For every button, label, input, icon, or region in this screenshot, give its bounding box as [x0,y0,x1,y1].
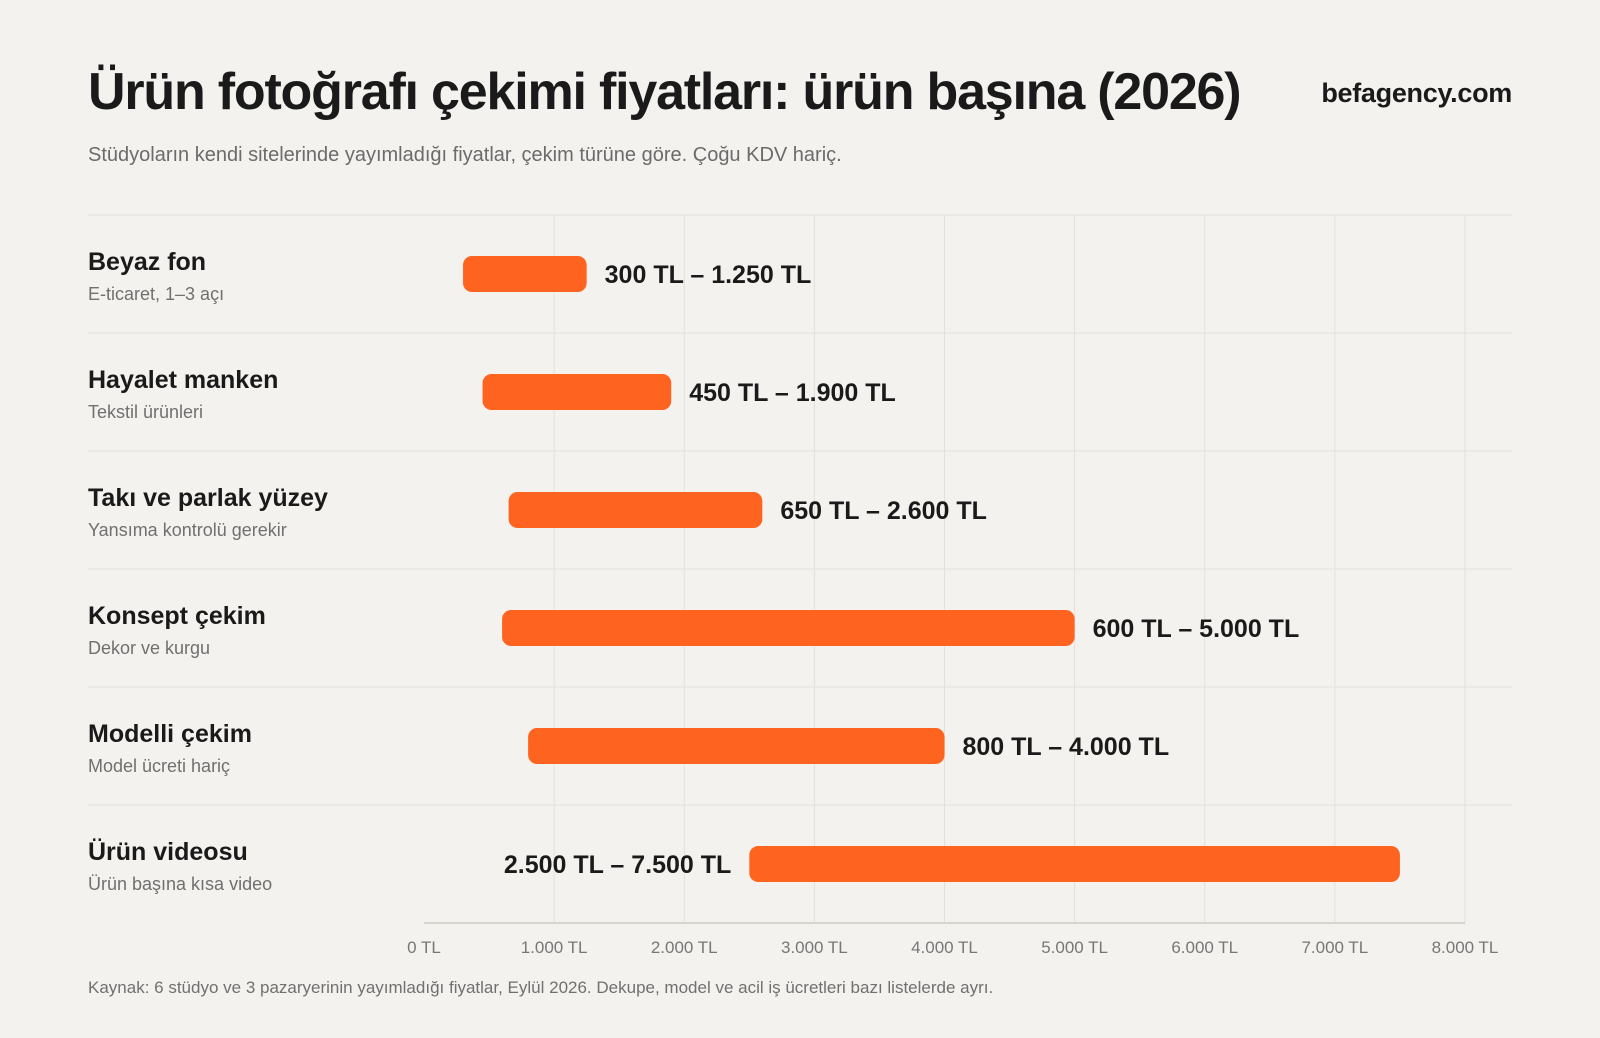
brand-logo-text[interactable]: befagency.com [1321,78,1512,108]
range-label-0: 300 TL – 1.250 TL [605,261,812,289]
range-bar-3 [502,610,1075,646]
x-tick-label-8: 8.000 TL [1432,938,1499,957]
range-bar-1 [482,374,672,410]
chart-subtitle: Stüdyoların kendi sitelerinde yayımladığ… [88,144,842,166]
x-tick-label-1: 1.000 TL [521,938,588,957]
range-label-2: 650 TL – 2.600 TL [780,497,987,525]
range-bar-4 [528,728,945,764]
category-name-4: Modelli çekim [88,720,252,748]
category-desc-3: Dekor ve kurgu [88,638,210,658]
x-tick-label-2: 2.000 TL [651,938,718,957]
x-tick-label-6: 6.000 TL [1171,938,1238,957]
source-note: Kaynak: 6 stüdyo ve 3 pazaryerinin yayım… [88,978,994,997]
range-bar-5 [749,846,1400,882]
x-tick-label-5: 5.000 TL [1041,938,1108,957]
range-bar-2 [508,492,763,528]
x-tick-label-4: 4.000 TL [911,938,978,957]
range-label-3: 600 TL – 5.000 TL [1093,615,1300,643]
range-label-5: 2.500 TL – 7.500 TL [504,851,731,879]
category-name-3: Konsept çekim [88,602,266,630]
category-desc-4: Model ücreti hariç [88,756,230,776]
category-name-0: Beyaz fon [88,248,206,276]
x-tick-label-7: 7.000 TL [1301,938,1368,957]
range-label-4: 800 TL – 4.000 TL [963,733,1170,761]
category-name-5: Ürün videosu [88,837,248,866]
range-bar-0 [463,256,587,292]
category-desc-5: Ürün başına kısa video [88,874,272,894]
range-label-1: 450 TL – 1.900 TL [689,379,896,407]
category-desc-1: Tekstil ürünleri [88,402,203,422]
x-tick-label-3: 3.000 TL [781,938,848,957]
category-name-1: Hayalet manken [88,366,278,394]
x-tick-label-0: 0 TL [407,938,441,957]
category-desc-2: Yansıma kontrolü gerekir [88,520,287,540]
chart-title: Ürün fotoğrafı çekimi fiyatları: ürün ba… [88,63,1242,121]
category-desc-0: E-ticaret, 1–3 açı [88,284,224,304]
category-name-2: Takı ve parlak yüzey [88,484,328,512]
